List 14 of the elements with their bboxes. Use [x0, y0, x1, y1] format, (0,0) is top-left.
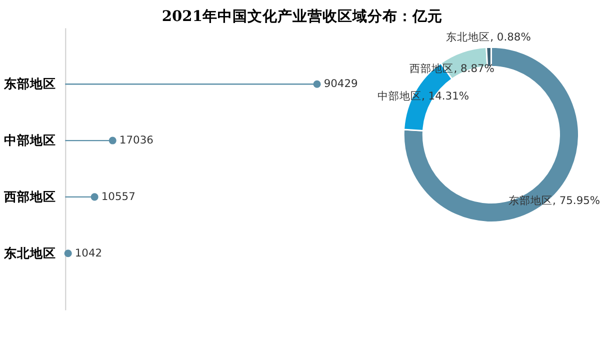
point	[108, 136, 116, 144]
y-tick-label: 东部地区	[2, 76, 56, 92]
point	[64, 250, 72, 258]
data-label: 10557	[101, 190, 136, 203]
y-tick-label: 东北地区	[2, 245, 56, 260]
data-label: 1042	[74, 246, 102, 260]
y-tick-label: 西部地区	[2, 188, 56, 204]
chart-title: 2021年中国文化产业营收区域分布：亿元	[162, 8, 442, 25]
point	[313, 80, 321, 88]
data-label: 17036	[119, 133, 154, 146]
point	[90, 193, 98, 201]
data-label: 90429	[324, 77, 358, 90]
slice-label: 东北地区, 0.88%	[446, 30, 531, 44]
y-tick-label: 中部地区	[4, 132, 56, 148]
